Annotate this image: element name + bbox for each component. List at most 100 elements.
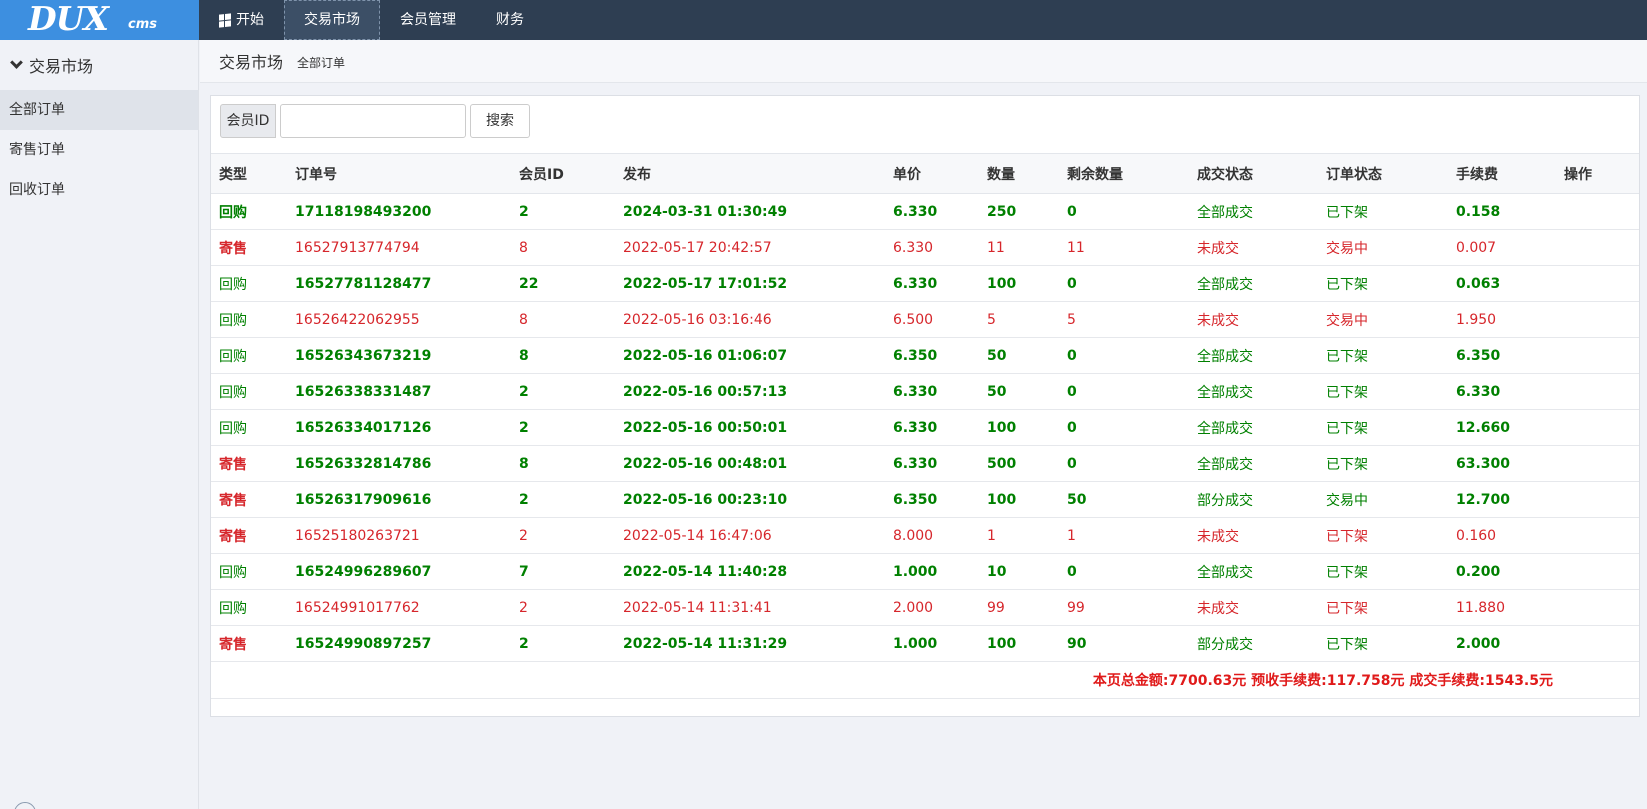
- cell-order-no: 16525180263721: [287, 517, 511, 554]
- cell-deal-status: 全部成交: [1189, 409, 1318, 446]
- cell-order-status: 交易中: [1318, 229, 1448, 266]
- member-id-input[interactable]: [280, 104, 466, 138]
- cell-time: 2022-05-17 20:42:57: [615, 229, 885, 266]
- cell-price: 6.350: [885, 481, 979, 518]
- circle-icon[interactable]: [14, 802, 36, 809]
- cell-price: 6.500: [885, 301, 979, 338]
- nav-market-label: 交易市场: [304, 12, 360, 28]
- col-header: 会员ID: [511, 153, 615, 194]
- cell-deal-status: 全部成交: [1189, 337, 1318, 374]
- cell-remaining: 11: [1059, 229, 1189, 266]
- cell-price: 2.000: [885, 589, 979, 626]
- table-row[interactable]: 寄售 16526332814786 8 2022-05-16 00:48:01 6.33…: [211, 445, 1639, 482]
- cell-actions[interactable]: [1556, 337, 1639, 374]
- table-row[interactable]: 寄售 16524990897257 2 2022-05-14 11:31:29 1.00…: [211, 625, 1639, 662]
- logo[interactable]: DUX cms: [0, 0, 199, 40]
- nav-members[interactable]: 会员管理: [380, 0, 476, 40]
- cell-order-no: 17118198493200: [287, 193, 511, 230]
- cell-qty: 99: [979, 589, 1059, 626]
- cell-order-no: 16526343673219: [287, 337, 511, 374]
- cell-member-id: 8: [511, 301, 615, 338]
- nav-market[interactable]: 交易市场: [284, 0, 380, 40]
- cell-fee: 0.200: [1448, 553, 1556, 590]
- cell-actions[interactable]: [1556, 481, 1639, 518]
- cell-deal-status: 未成交: [1189, 517, 1318, 554]
- cell-actions[interactable]: [1556, 301, 1639, 338]
- table-row[interactable]: 回购 17118198493200 2 2024-03-31 01:30:49 6.33…: [211, 193, 1639, 230]
- cell-fee: 11.880: [1448, 589, 1556, 626]
- sidebar-item-all-orders[interactable]: 全部订单: [0, 90, 198, 130]
- logo-text: DUX: [28, 0, 109, 38]
- table-row[interactable]: 回购 16524991017762 2 2022-05-14 11:31:41 2.00…: [211, 589, 1639, 626]
- cell-order-status: 已下架: [1318, 265, 1448, 302]
- member-id-addon: 会员ID: [220, 104, 276, 138]
- cell-deal-status: 全部成交: [1189, 373, 1318, 410]
- sidebar-item-consign-orders[interactable]: 寄售订单: [9, 142, 65, 158]
- windows-icon: [219, 12, 231, 28]
- cell-member-id: 8: [511, 445, 615, 482]
- cell-time: 2022-05-16 00:57:13: [615, 373, 885, 410]
- cell-qty: 100: [979, 481, 1059, 518]
- search-button[interactable]: 搜索: [470, 104, 530, 138]
- cell-remaining: 90: [1059, 625, 1189, 662]
- table-row[interactable]: 寄售 16526317909616 2 2022-05-16 00:23:10 6.35…: [211, 481, 1639, 518]
- cell-order-status: 交易中: [1318, 481, 1448, 518]
- nav-start-label: 开始: [236, 12, 264, 28]
- nav-finance[interactable]: 财务: [476, 0, 544, 40]
- sidebar-title: 交易市场: [29, 57, 94, 76]
- cell-member-id: 8: [511, 337, 615, 374]
- orders-table: 类型 订单号 会员ID 发布 单价 数量 剩余数量 成交状态 订单状态 手续费 …: [211, 153, 1639, 699]
- cell-order-status: 已下架: [1318, 517, 1448, 554]
- cell-time: 2022-05-16 00:23:10: [615, 481, 885, 518]
- cell-time: 2022-05-16 00:50:01: [615, 409, 885, 446]
- table-row[interactable]: 寄售 16525180263721 2 2022-05-14 16:47:06 8.00…: [211, 517, 1639, 554]
- sidebar-header[interactable]: 交易市场: [0, 40, 198, 90]
- cell-fee: 63.300: [1448, 445, 1556, 482]
- cell-member-id: 2: [511, 517, 615, 554]
- cell-order-status: 已下架: [1318, 553, 1448, 590]
- cell-actions[interactable]: [1556, 589, 1639, 626]
- cell-qty: 100: [979, 265, 1059, 302]
- nav-start[interactable]: 开始: [199, 0, 284, 40]
- cell-actions[interactable]: [1556, 625, 1639, 662]
- cell-deal-status: 全部成交: [1189, 445, 1318, 482]
- cell-member-id: 2: [511, 589, 615, 626]
- cell-remaining: 0: [1059, 553, 1189, 590]
- cell-order-status: 已下架: [1318, 445, 1448, 482]
- cell-remaining: 0: [1059, 337, 1189, 374]
- cell-member-id: 2: [511, 193, 615, 230]
- summary-row: 本页总金额:7700.63元 预收手续费:117.758元 成交手续费:1543…: [211, 661, 1639, 699]
- col-header: 订单状态: [1318, 153, 1448, 194]
- cell-order-no: 16524990897257: [287, 625, 511, 662]
- table-row[interactable]: 回购 16524996289607 7 2022-05-14 11:40:28 1.00…: [211, 553, 1639, 590]
- table-row[interactable]: 回购 16527781128477 22 2022-05-17 17:01:52 6.3…: [211, 265, 1639, 302]
- cell-fee: 1.950: [1448, 301, 1556, 338]
- cell-actions[interactable]: [1556, 517, 1639, 554]
- cell-deal-status: 未成交: [1189, 589, 1318, 626]
- sidebar-item-buyback-orders[interactable]: 回收订单: [9, 182, 65, 198]
- cell-actions[interactable]: [1556, 265, 1639, 302]
- cell-order-no: 16527781128477: [287, 265, 511, 302]
- cell-time: 2022-05-16 03:16:46: [615, 301, 885, 338]
- cell-remaining: 0: [1059, 409, 1189, 446]
- nav-members-label: 会员管理: [400, 12, 456, 28]
- table-row[interactable]: 回购 16526422062955 8 2022-05-16 03:16:46 6.50…: [211, 301, 1639, 338]
- table-row[interactable]: 回购 16526343673219 8 2022-05-16 01:06:07 6.35…: [211, 337, 1639, 374]
- cell-actions[interactable]: [1556, 193, 1639, 230]
- cell-price: 6.330: [885, 193, 979, 230]
- table-row[interactable]: 回购 16526338331487 2 2022-05-16 00:57:13 6.33…: [211, 373, 1639, 410]
- cell-remaining: 99: [1059, 589, 1189, 626]
- cell-actions[interactable]: [1556, 553, 1639, 590]
- cell-actions[interactable]: [1556, 445, 1639, 482]
- cell-qty: 1: [979, 517, 1059, 554]
- chevron-down-icon: [10, 56, 23, 69]
- table-row[interactable]: 回购 16526334017126 2 2022-05-16 00:50:01 6.33…: [211, 409, 1639, 446]
- cell-qty: 11: [979, 229, 1059, 266]
- cell-actions[interactable]: [1556, 373, 1639, 410]
- cell-actions[interactable]: [1556, 229, 1639, 266]
- cell-price: 1.000: [885, 625, 979, 662]
- col-header: 订单号: [287, 153, 511, 194]
- cell-member-id: 22: [511, 265, 615, 302]
- cell-actions[interactable]: [1556, 409, 1639, 446]
- table-row[interactable]: 寄售 16527913774794 8 2022-05-17 20:42:57 6.33…: [211, 229, 1639, 266]
